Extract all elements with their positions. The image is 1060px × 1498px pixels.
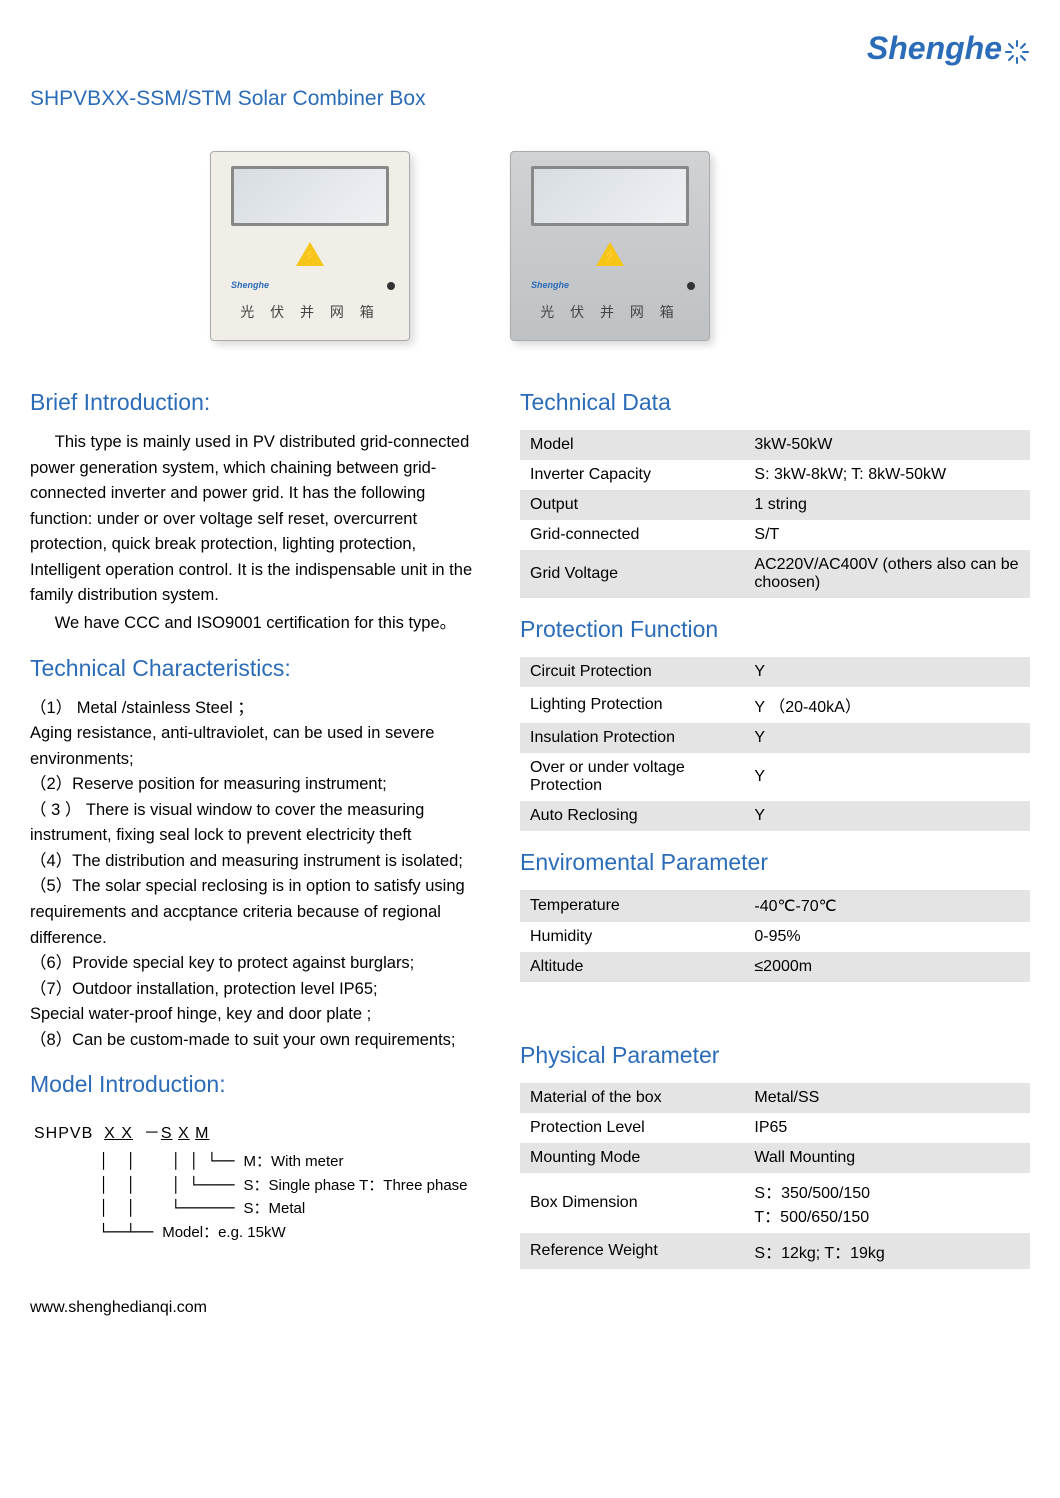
brand-logo: Shenghe [30, 30, 1030, 67]
table-row: Box DimensionS：350/500/150 T：500/650/150 [520, 1173, 1030, 1233]
spec-value: S：350/500/150 T：500/650/150 [744, 1173, 1030, 1233]
table-row: Insulation ProtectionY [520, 723, 1030, 753]
spec-label: Humidity [520, 922, 744, 952]
logo-burst-icon [1004, 36, 1030, 62]
technical-data-table: Model3kW-50kWInverter CapacityS: 3kW-8kW… [520, 430, 1030, 598]
intro-paragraph-2: We have CCC and ISO9001 certification fo… [30, 611, 490, 637]
spec-value: Wall Mounting [744, 1143, 1030, 1173]
model-introduction-heading: Model Introduction: [30, 1071, 490, 1098]
tech-char-line: （ 3 ） There is visual window to cover th… [30, 798, 490, 849]
environmental-parameter-table: Temperature-40℃-70℃Humidity0-95%Altitude… [520, 890, 1030, 982]
table-row: Model3kW-50kW [520, 430, 1030, 460]
physical-parameter-heading: Physical Parameter [520, 1042, 1030, 1069]
brief-introduction-body: This type is mainly used in PV distribut… [30, 430, 490, 637]
spec-value: Metal/SS [744, 1083, 1030, 1113]
legend-metal: S：Metal [244, 1198, 306, 1221]
spec-label: Output [520, 490, 744, 520]
page-title: SHPVBXX-SSM/STM Solar Combiner Box [30, 87, 1030, 111]
spec-label: Altitude [520, 952, 744, 982]
brief-introduction-heading: Brief Introduction: [30, 389, 490, 416]
table-row: Material of the boxMetal/SS [520, 1083, 1030, 1113]
spec-value: S/T [744, 520, 1030, 550]
technical-data-heading: Technical Data [520, 389, 1030, 416]
intro-paragraph-1: This type is mainly used in PV distribut… [30, 430, 490, 609]
box-chinese-label: 光 伏 并 网 箱 [211, 302, 409, 322]
spec-value: Y [744, 723, 1030, 753]
table-row: Altitude≤2000m [520, 952, 1030, 982]
warning-icon [596, 242, 624, 266]
spec-value: 1 string [744, 490, 1030, 520]
warning-icon [296, 242, 324, 266]
table-row: Over or under voltage ProtectionY [520, 753, 1030, 801]
box-brand-label: Shenghe [231, 280, 269, 290]
spec-label: Grid Voltage [520, 550, 744, 598]
spec-label: Temperature [520, 890, 744, 922]
tech-char-line: （8）Can be custom-made to suit your own r… [30, 1028, 490, 1054]
table-row: Lighting ProtectionY （20-40kA） [520, 687, 1030, 723]
tech-char-line: （2）Reserve position for measuring instru… [30, 772, 490, 798]
spec-label: Model [520, 430, 744, 460]
technical-characteristics-list: （1） Metal /stainless Steel ；Aging resist… [30, 696, 490, 1054]
spec-value: -40℃-70℃ [744, 890, 1030, 922]
environmental-parameter-heading: Enviromental Parameter [520, 849, 1030, 876]
spec-value: ≤2000m [744, 952, 1030, 982]
technical-characteristics-heading: Technical Characteristics: [30, 655, 490, 682]
spec-value: Y [744, 753, 1030, 801]
product-image-white: Shenghe 光 伏 并 网 箱 [210, 151, 410, 341]
tech-char-line: （6）Provide special key to protect agains… [30, 951, 490, 977]
tech-char-line: （7）Outdoor installation, protection leve… [30, 977, 490, 1003]
spec-label: Auto Reclosing [520, 801, 744, 831]
box-brand-label: Shenghe [531, 280, 569, 290]
spec-value: Y [744, 801, 1030, 831]
legend-m: M：With meter [244, 1151, 344, 1174]
spec-value: IP65 [744, 1113, 1030, 1143]
spec-value: S：12kg; T：19kg [744, 1233, 1030, 1269]
tech-char-line: （4）The distribution and measuring instru… [30, 849, 490, 875]
spec-value: 3kW-50kW [744, 430, 1030, 460]
spec-label: Circuit Protection [520, 657, 744, 687]
tech-char-line: Aging resistance, anti-ultraviolet, can … [30, 721, 490, 772]
model-diagram: SHPVB X X －S X M │ │ │ │ └── M：With mete… [30, 1112, 490, 1244]
legend-model: Model：e.g. 15kW [162, 1222, 285, 1245]
protection-function-heading: Protection Function [520, 616, 1030, 643]
product-image-steel: Shenghe 光 伏 并 网 箱 [510, 151, 710, 341]
spec-value: AC220V/AC400V (others also can be choose… [744, 550, 1030, 598]
table-row: Grid-connectedS/T [520, 520, 1030, 550]
table-row: Circuit ProtectionY [520, 657, 1030, 687]
table-row: Inverter CapacityS: 3kW-8kW; T: 8kW-50kW [520, 460, 1030, 490]
table-row: Humidity0-95% [520, 922, 1030, 952]
spec-label: Grid-connected [520, 520, 744, 550]
spec-label: Lighting Protection [520, 687, 744, 723]
table-row: Protection LevelIP65 [520, 1113, 1030, 1143]
table-row: Reference WeightS：12kg; T：19kg [520, 1233, 1030, 1269]
tech-char-line: （1） Metal /stainless Steel ； [30, 696, 490, 722]
logo-text: Shenghe [867, 30, 1002, 67]
spec-label: Mounting Mode [520, 1143, 744, 1173]
spec-label: Over or under voltage Protection [520, 753, 744, 801]
tech-char-line: Special water-proof hinge, key and door … [30, 1002, 490, 1028]
table-row: Temperature-40℃-70℃ [520, 890, 1030, 922]
table-row: Output1 string [520, 490, 1030, 520]
spec-label: Material of the box [520, 1083, 744, 1113]
legend-phase: S：Single phase T：Three phase [244, 1175, 468, 1198]
spec-label: Insulation Protection [520, 723, 744, 753]
spec-value: 0-95% [744, 922, 1030, 952]
spec-label: Protection Level [520, 1113, 744, 1143]
table-row: Grid VoltageAC220V/AC400V (others also c… [520, 550, 1030, 598]
spec-value: Y [744, 657, 1030, 687]
protection-function-table: Circuit ProtectionYLighting ProtectionY … [520, 657, 1030, 831]
table-row: Auto ReclosingY [520, 801, 1030, 831]
footer-url: www.shenghedianqi.com [30, 1299, 1030, 1317]
tech-char-line: （5）The solar special reclosing is in opt… [30, 874, 490, 951]
physical-parameter-table: Material of the boxMetal/SSProtection Le… [520, 1083, 1030, 1269]
box-chinese-label: 光 伏 并 网 箱 [511, 302, 709, 322]
spec-label: Inverter Capacity [520, 460, 744, 490]
spec-label: Reference Weight [520, 1233, 744, 1269]
spec-label: Box Dimension [520, 1173, 744, 1233]
spec-value: Y （20-40kA） [744, 687, 1030, 723]
spec-value: S: 3kW-8kW; T: 8kW-50kW [744, 460, 1030, 490]
table-row: Mounting ModeWall Mounting [520, 1143, 1030, 1173]
product-images: Shenghe 光 伏 并 网 箱 Shenghe 光 伏 并 网 箱 [30, 151, 1030, 341]
